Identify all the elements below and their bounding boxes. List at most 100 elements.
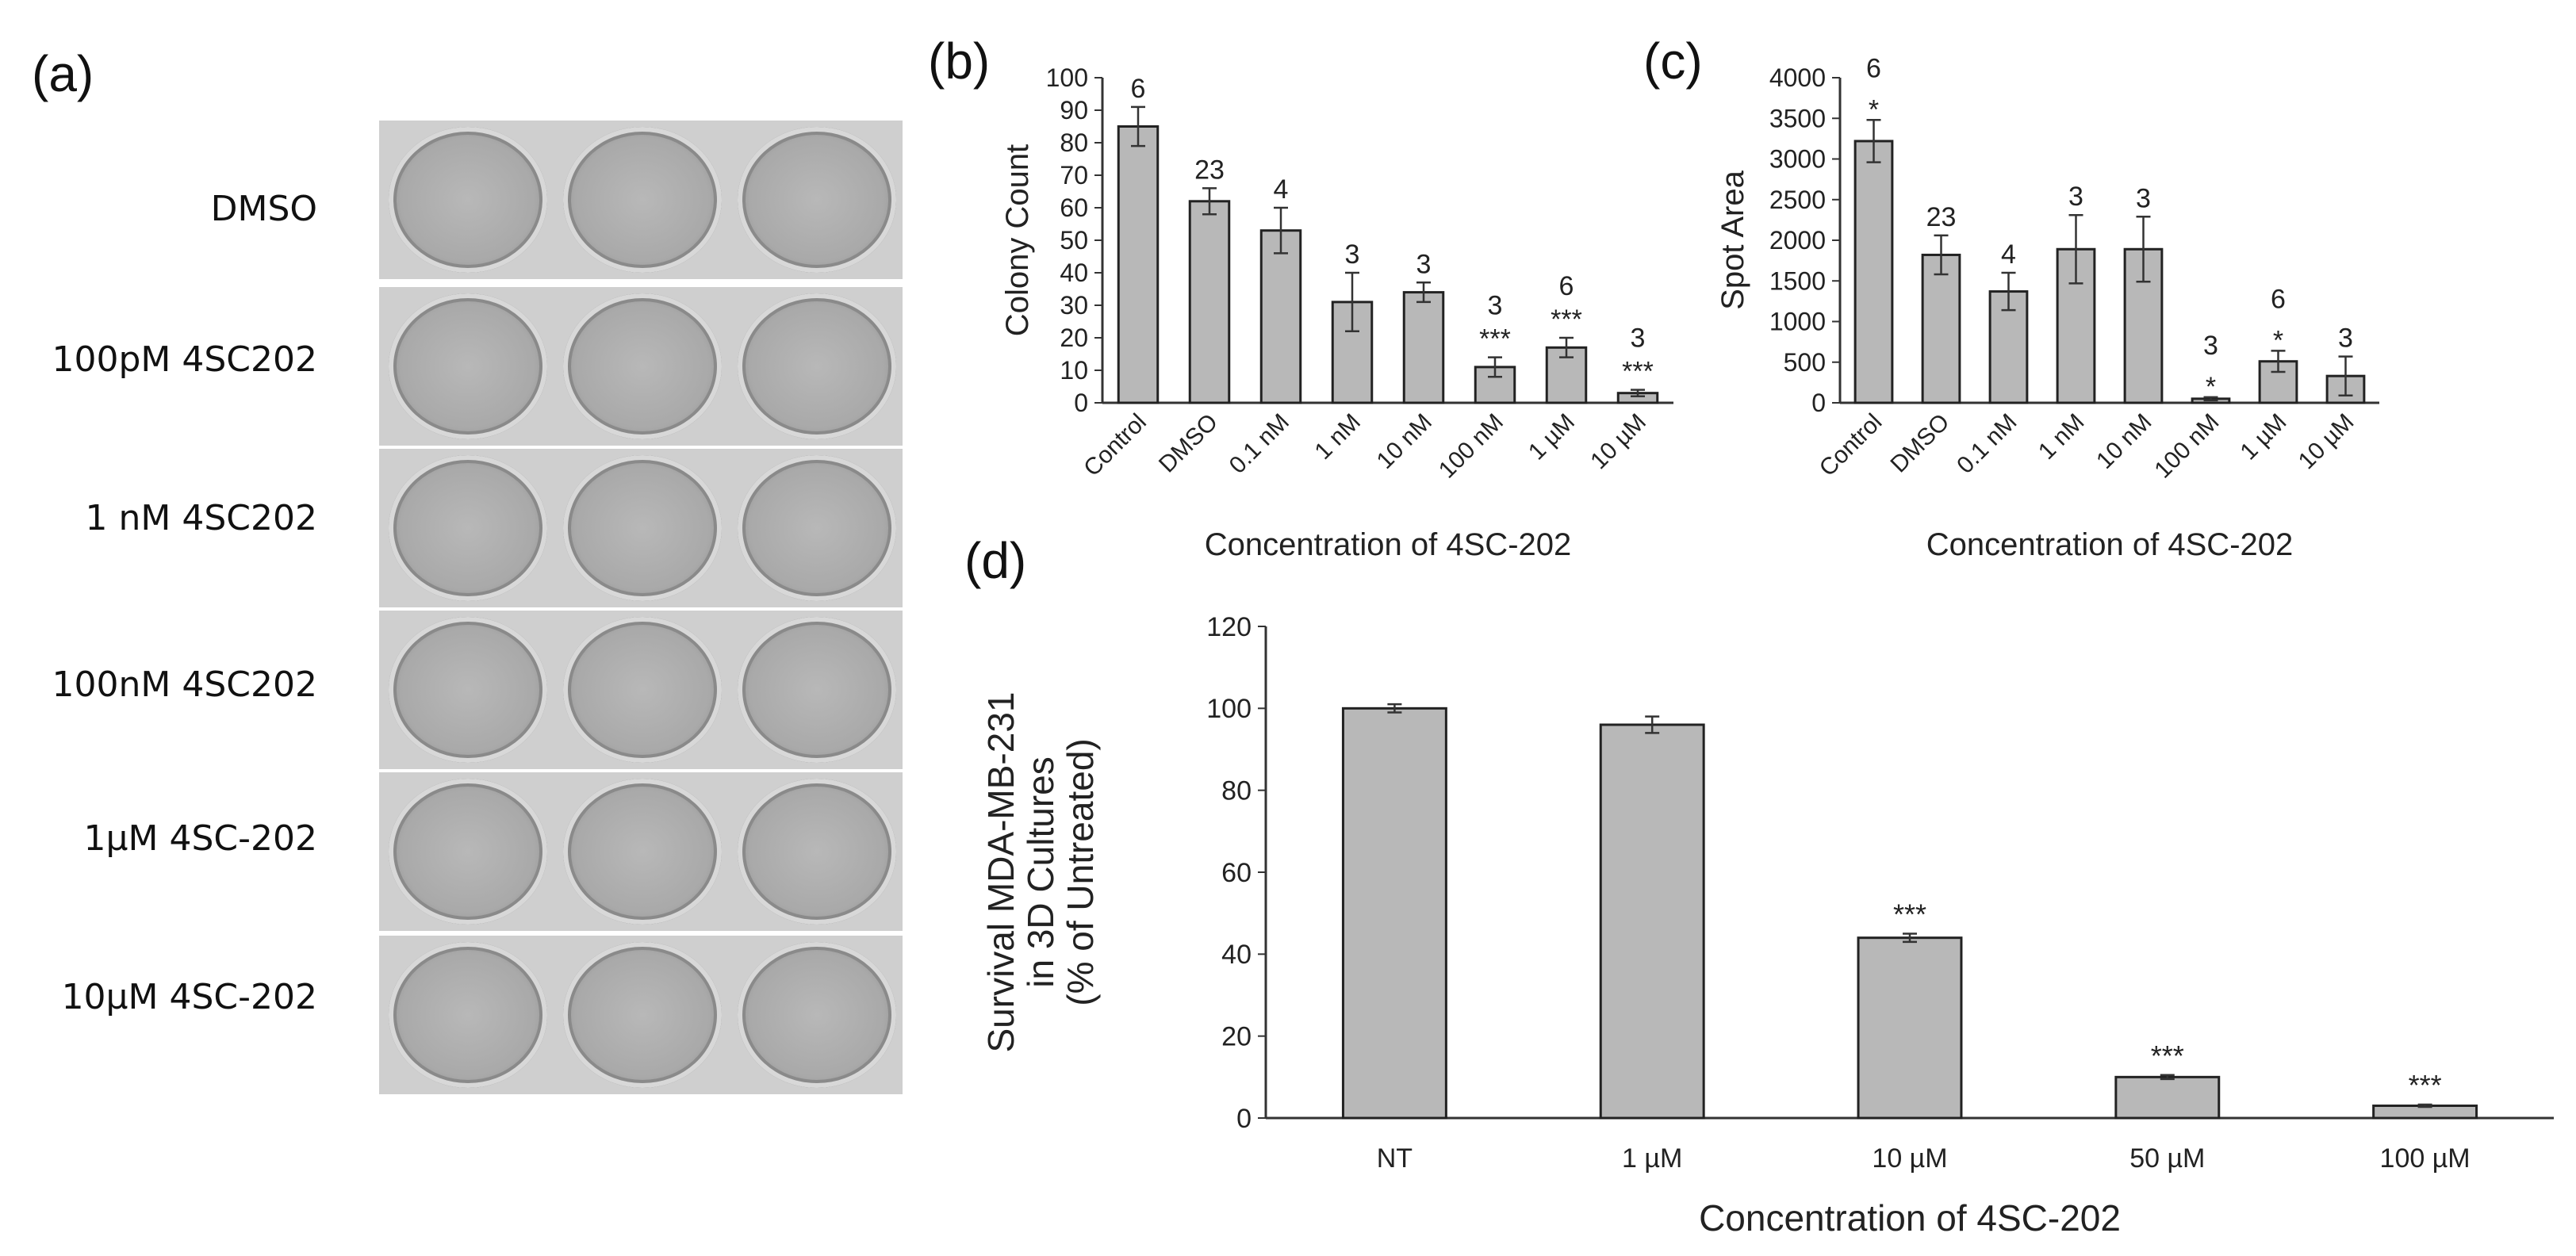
x-tick-label: 1 nM (2034, 409, 2090, 465)
bar (1117, 125, 1160, 404)
well-image (738, 127, 896, 273)
x-tick-label: Control (1815, 409, 1888, 482)
y-tick-label: 10 (1060, 356, 1088, 385)
x-tick-label: 0.1 nM (1225, 409, 1294, 479)
panel-c-label: (c) (1643, 33, 1703, 90)
row-label: 1µM 4SC-202 (83, 818, 317, 859)
y-tick-label: 50 (1060, 226, 1088, 255)
y-axis-title: Spot Area (1715, 170, 1750, 309)
well-image (738, 942, 896, 1088)
plate-image (379, 611, 903, 769)
y-tick-label: 100 (1206, 694, 1252, 724)
significance-label: * (1869, 94, 1879, 124)
y-axis-title-line: Survival MDA-MB-231 (980, 692, 1022, 1053)
well-image (563, 942, 722, 1088)
n-label: 3 (1631, 324, 1646, 354)
y-axis-title: Colony Count (1000, 144, 1035, 336)
significance-label: *** (2151, 1040, 2184, 1072)
n-label: 23 (1194, 155, 1225, 185)
well-image (738, 293, 896, 439)
y-tick-label: 2500 (1769, 186, 1826, 214)
bar (1857, 936, 1963, 1120)
y-tick-label: 4000 (1769, 63, 1826, 92)
y-tick-label: 120 (1206, 612, 1252, 642)
plate-image (379, 772, 903, 931)
x-tick-label: 1 µM (2236, 409, 2292, 465)
n-label: 6 (1866, 53, 1881, 83)
n-label: 6 (2271, 284, 2286, 314)
x-tick-label: 100 µM (2380, 1143, 2471, 1174)
y-tick-label: 70 (1060, 161, 1088, 190)
bar (1474, 366, 1516, 404)
y-tick-label: 2000 (1769, 226, 1826, 255)
y-axis-title-line: (% of Untreated) (1060, 738, 1101, 1005)
n-label: 3 (2338, 324, 2353, 354)
well-image (738, 779, 896, 925)
row-label: 100pM 4SC202 (52, 339, 318, 380)
x-axis-title: Concentration of 4SC-202 (1926, 527, 2294, 562)
y-tick-label: 0 (1236, 1104, 1252, 1134)
bar (1259, 229, 1302, 404)
bar (1921, 253, 1961, 404)
n-label: 3 (1345, 239, 1360, 270)
y-axis-title-line: in 3D Cultures (1020, 756, 1061, 987)
well-image (389, 942, 547, 1088)
y-tick-label: 60 (1221, 858, 1252, 888)
significance-label: *** (1893, 898, 1926, 931)
x-tick-label: 10 µM (2294, 409, 2359, 475)
y-tick-label: 20 (1221, 1022, 1252, 1052)
y-tick-label: 20 (1060, 324, 1088, 352)
n-label: 6 (1131, 74, 1146, 104)
well-image (563, 127, 722, 273)
y-tick-label: 0 (1074, 389, 1088, 417)
significance-label: *** (1479, 324, 1511, 354)
x-tick-label: 10 nM (2091, 409, 2156, 474)
n-label: 3 (1488, 291, 1503, 321)
panel-a-label: (a) (32, 45, 94, 102)
y-tick-label: 1500 (1769, 266, 1826, 295)
y-tick-label: 3500 (1769, 104, 1826, 132)
n-label: 4 (2001, 239, 2016, 270)
well-image (738, 455, 896, 601)
x-tick-label: 1 nM (1309, 409, 1366, 465)
y-tick-label: 500 (1784, 348, 1826, 377)
x-tick-label: 0.1 nM (1952, 409, 2022, 479)
bar (1853, 140, 1894, 404)
y-tick-label: 90 (1060, 96, 1088, 124)
x-tick-label: 100 nM (2149, 409, 2224, 484)
well-image (563, 455, 722, 601)
n-label: 4 (1274, 174, 1289, 205)
row-label: 100nM 4SC202 (52, 664, 317, 705)
plate-image (379, 449, 903, 607)
significance-label: *** (2409, 1069, 2442, 1101)
x-tick-label: 100 nM (1434, 409, 1508, 484)
n-label: 3 (2136, 183, 2151, 213)
y-tick-label: 40 (1221, 940, 1252, 970)
plate-image (379, 287, 903, 446)
n-label: 3 (1416, 249, 1432, 279)
x-tick-label: DMSO (1885, 409, 1954, 478)
well-image (389, 779, 547, 925)
x-axis-title: Concentration of 4SC-202 (1699, 1197, 2121, 1239)
row-label: DMSO (210, 189, 317, 229)
n-label: 23 (1926, 202, 1957, 232)
panel-d-label: (d) (964, 532, 1027, 589)
x-tick-label: 10 nM (1372, 409, 1437, 474)
well-image (563, 293, 722, 439)
x-tick-label: 10 µM (1585, 409, 1651, 475)
well-image (389, 293, 547, 439)
significance-label: *** (1622, 357, 1654, 387)
x-tick-label: 50 µM (2129, 1143, 2205, 1174)
y-tick-label: 3000 (1769, 145, 1826, 174)
significance-label: * (2206, 372, 2216, 402)
y-tick-label: 60 (1060, 193, 1088, 222)
x-tick-label: Control (1079, 409, 1152, 482)
x-tick-label: NT (1377, 1143, 1413, 1174)
panel-b-label: (b) (928, 33, 991, 90)
significance-label: *** (1551, 304, 1582, 335)
plate-image (379, 936, 903, 1094)
y-tick-label: 80 (1060, 128, 1088, 157)
y-tick-label: 80 (1221, 776, 1252, 806)
x-tick-label: DMSO (1154, 409, 1223, 478)
